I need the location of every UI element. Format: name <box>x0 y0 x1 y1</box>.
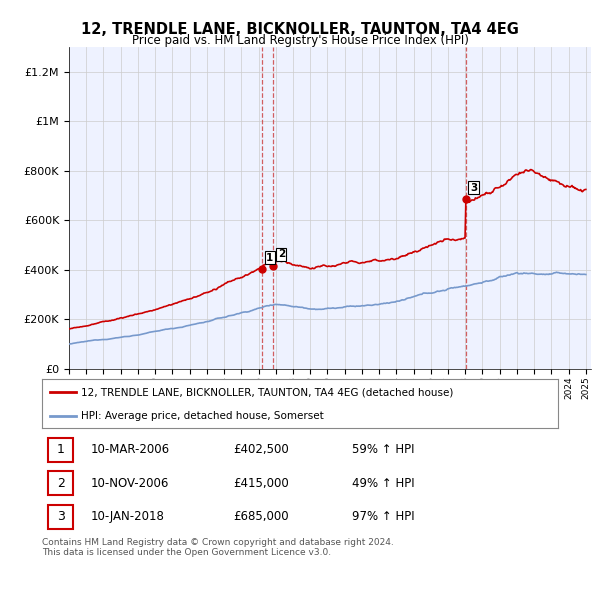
Text: Price paid vs. HM Land Registry's House Price Index (HPI): Price paid vs. HM Land Registry's House … <box>131 34 469 47</box>
Text: 2: 2 <box>278 250 285 260</box>
Bar <box>48 438 73 462</box>
Text: 3: 3 <box>56 510 65 523</box>
Text: £415,000: £415,000 <box>233 477 289 490</box>
Text: £685,000: £685,000 <box>233 510 289 523</box>
Text: 10-MAR-2006: 10-MAR-2006 <box>91 443 170 456</box>
Text: 12, TRENDLE LANE, BICKNOLLER, TAUNTON, TA4 4EG: 12, TRENDLE LANE, BICKNOLLER, TAUNTON, T… <box>81 22 519 37</box>
Bar <box>48 471 73 496</box>
Text: 1: 1 <box>56 443 65 456</box>
Text: 10-NOV-2006: 10-NOV-2006 <box>91 477 169 490</box>
Text: 10-JAN-2018: 10-JAN-2018 <box>91 510 165 523</box>
Text: 49% ↑ HPI: 49% ↑ HPI <box>352 477 414 490</box>
Text: 59% ↑ HPI: 59% ↑ HPI <box>352 443 414 456</box>
Text: Contains HM Land Registry data © Crown copyright and database right 2024.
This d: Contains HM Land Registry data © Crown c… <box>42 538 394 558</box>
Text: HPI: Average price, detached house, Somerset: HPI: Average price, detached house, Some… <box>80 411 323 421</box>
Text: 12, TRENDLE LANE, BICKNOLLER, TAUNTON, TA4 4EG (detached house): 12, TRENDLE LANE, BICKNOLLER, TAUNTON, T… <box>80 388 453 398</box>
Bar <box>48 504 73 529</box>
Text: £402,500: £402,500 <box>233 443 289 456</box>
Text: 97% ↑ HPI: 97% ↑ HPI <box>352 510 414 523</box>
Text: 1: 1 <box>266 253 274 263</box>
Text: 2: 2 <box>56 477 65 490</box>
Text: 3: 3 <box>470 183 478 193</box>
